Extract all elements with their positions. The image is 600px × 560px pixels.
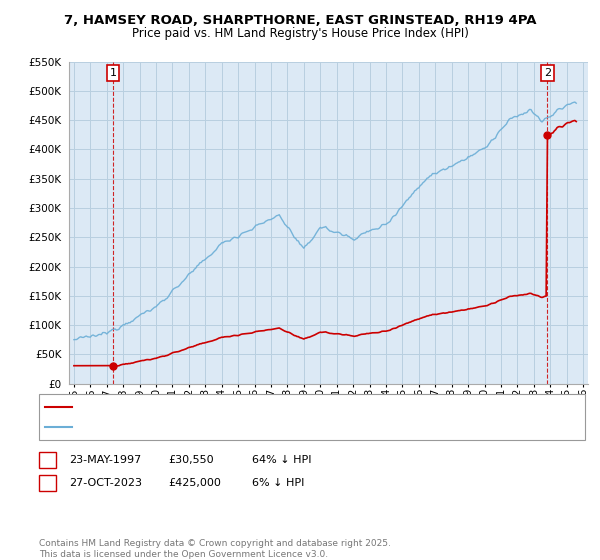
- Text: HPI: Average price, semi-detached house, Mid Sussex: HPI: Average price, semi-detached house,…: [78, 422, 358, 432]
- Text: 7, HAMSEY ROAD, SHARPTHORNE, EAST GRINSTEAD, RH19 4PA (semi-detached house): 7, HAMSEY ROAD, SHARPTHORNE, EAST GRINST…: [78, 402, 531, 412]
- Text: 23-MAY-1997: 23-MAY-1997: [69, 455, 141, 465]
- Text: 7, HAMSEY ROAD, SHARPTHORNE, EAST GRINSTEAD, RH19 4PA: 7, HAMSEY ROAD, SHARPTHORNE, EAST GRINST…: [64, 14, 536, 27]
- Text: 27-OCT-2023: 27-OCT-2023: [69, 478, 142, 488]
- Text: 64% ↓ HPI: 64% ↓ HPI: [252, 455, 311, 465]
- Text: 1: 1: [44, 455, 51, 465]
- Text: Price paid vs. HM Land Registry's House Price Index (HPI): Price paid vs. HM Land Registry's House …: [131, 27, 469, 40]
- Text: 2: 2: [544, 68, 551, 78]
- Text: £425,000: £425,000: [168, 478, 221, 488]
- Text: 2: 2: [44, 478, 51, 488]
- Point: [109, 361, 118, 370]
- Text: Contains HM Land Registry data © Crown copyright and database right 2025.
This d: Contains HM Land Registry data © Crown c…: [39, 539, 391, 559]
- Point: [542, 130, 552, 139]
- Text: 6% ↓ HPI: 6% ↓ HPI: [252, 478, 304, 488]
- Text: £30,550: £30,550: [168, 455, 214, 465]
- Text: 1: 1: [110, 68, 116, 78]
